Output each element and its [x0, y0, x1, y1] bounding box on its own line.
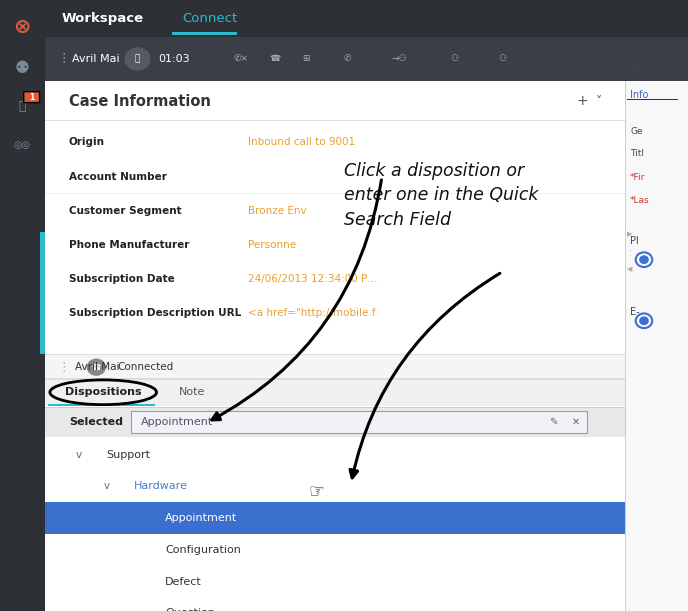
Text: Defect: Defect	[165, 577, 202, 587]
Text: →⚇: →⚇	[391, 54, 407, 64]
Text: Co: Co	[630, 61, 643, 71]
Circle shape	[640, 256, 648, 263]
Text: 24/06/2013 12:34:00 P…: 24/06/2013 12:34:00 P…	[248, 274, 377, 284]
Text: 01:03: 01:03	[158, 54, 190, 64]
Text: Note: Note	[179, 387, 205, 397]
Bar	[45, 354, 625, 380]
Text: Workspace: Workspace	[62, 12, 144, 25]
Bar	[45, 81, 625, 611]
Text: Support: Support	[107, 450, 151, 459]
Text: *Las: *Las	[630, 196, 650, 205]
Text: Avril Mai: Avril Mai	[75, 362, 120, 372]
Text: Pl: Pl	[630, 236, 639, 246]
Text: Subscription Date: Subscription Date	[69, 274, 175, 284]
Text: ◎◎: ◎◎	[14, 140, 31, 150]
Text: ⊞: ⊞	[303, 54, 310, 64]
Circle shape	[125, 48, 150, 70]
Bar	[0, 0, 688, 37]
Text: Hardware: Hardware	[134, 481, 188, 491]
Text: v: v	[104, 481, 109, 491]
Text: ◀: ◀	[627, 266, 632, 272]
Text: ☎: ☎	[270, 54, 281, 64]
Text: Bronze Env: Bronze Env	[248, 206, 306, 216]
Bar	[0, 0, 45, 611]
Text: ⊗: ⊗	[14, 17, 31, 37]
Text: Question: Question	[165, 609, 215, 611]
Text: ⋮: ⋮	[627, 249, 634, 255]
Text: 🔔: 🔔	[19, 100, 26, 113]
Text: Personne: Personne	[248, 240, 296, 250]
Bar	[45, 37, 688, 81]
Text: Info: Info	[630, 90, 649, 100]
Bar	[625, 81, 626, 611]
Bar	[172, 32, 237, 35]
Text: Configuration: Configuration	[165, 545, 241, 555]
Text: ✕: ✕	[572, 417, 580, 427]
Bar	[45, 379, 625, 380]
Bar	[45, 407, 625, 408]
Text: ⚇: ⚇	[498, 54, 506, 64]
Text: Connected: Connected	[117, 362, 173, 372]
Circle shape	[640, 317, 648, 324]
Text: Appointment: Appointment	[141, 417, 213, 427]
FancyBboxPatch shape	[131, 411, 587, 433]
Text: ▶: ▶	[627, 231, 632, 237]
Text: ⋮: ⋮	[57, 53, 69, 65]
Circle shape	[87, 359, 105, 375]
Text: ☞: ☞	[308, 483, 325, 501]
Bar	[45, 378, 625, 379]
Text: Appointment: Appointment	[165, 513, 237, 523]
Text: ⚉: ⚉	[15, 59, 30, 78]
Text: *Fir: *Fir	[630, 173, 645, 181]
Text: Customer Segment: Customer Segment	[69, 206, 182, 216]
Text: Origin: Origin	[69, 137, 105, 147]
Text: Click a disposition or
enter one in the Quick
Search Field: Click a disposition or enter one in the …	[344, 162, 539, 229]
Bar	[48, 404, 155, 406]
Text: Inbound call to 9001: Inbound call to 9001	[248, 137, 355, 147]
Bar	[45, 354, 625, 355]
Text: Titl: Titl	[630, 150, 644, 158]
Text: Avril Mai: Avril Mai	[72, 54, 120, 64]
Bar	[45, 378, 625, 406]
Text: ☎: ☎	[92, 363, 101, 371]
FancyBboxPatch shape	[23, 92, 40, 103]
Bar	[627, 98, 678, 100]
Text: Dispositions: Dispositions	[65, 387, 142, 397]
Text: Ge: Ge	[630, 127, 643, 136]
Text: ⚇: ⚇	[450, 54, 458, 64]
Text: ✆: ✆	[344, 54, 351, 64]
Text: +: +	[577, 94, 588, 108]
Text: ✆×: ✆×	[233, 54, 248, 64]
Text: <a href="http://mobile.f: <a href="http://mobile.f	[248, 309, 375, 318]
Bar	[45, 502, 625, 534]
Text: E-: E-	[630, 307, 640, 316]
Text: ˅: ˅	[596, 95, 602, 108]
Text: ✎: ✎	[549, 417, 558, 427]
Text: v: v	[76, 450, 82, 459]
Text: Connect: Connect	[182, 12, 237, 25]
Bar	[40, 232, 45, 354]
Text: 1: 1	[29, 93, 34, 101]
Text: ⋮: ⋮	[57, 360, 69, 374]
Text: Selected: Selected	[69, 417, 122, 427]
Text: Subscription Description URL: Subscription Description URL	[69, 309, 241, 318]
Bar	[625, 81, 688, 611]
Bar	[45, 407, 625, 437]
Text: Case Information: Case Information	[69, 93, 211, 109]
Text: Phone Manufacturer: Phone Manufacturer	[69, 240, 189, 250]
Text: 📞: 📞	[135, 54, 140, 64]
Text: Account Number: Account Number	[69, 172, 166, 181]
